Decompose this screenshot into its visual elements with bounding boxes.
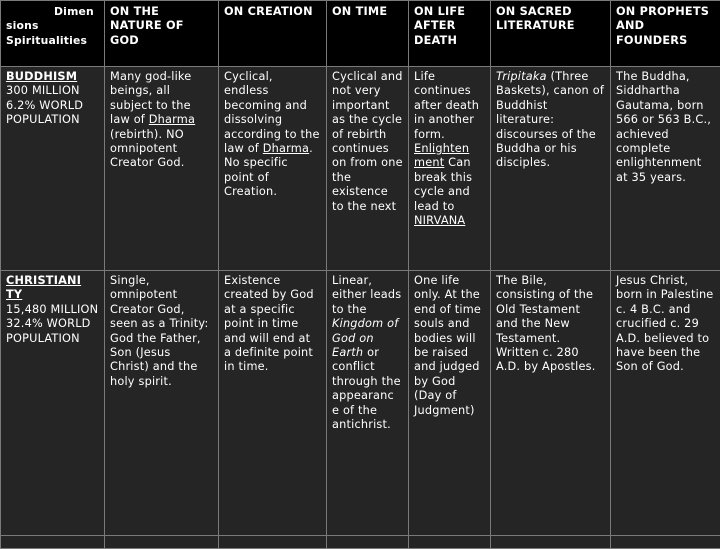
christianity-time-text: Linear, either leads to the	[332, 274, 401, 316]
christianity-stats: 15,480 MILLION 32.4% WORLD POPULATION	[6, 303, 98, 345]
buddhism-afterlife-text: Life continues after death in another fo…	[414, 70, 479, 141]
dimensions-header-cell: Dimen sions Spiritualities	[1, 1, 105, 67]
buddhism-afterlife-cell: Life continues after death in another fo…	[409, 67, 491, 271]
buddhism-nature-text-end: (rebirth). NO omnipotent Creator God.	[110, 128, 185, 170]
empty-cell	[219, 536, 327, 549]
christianity-literature-cell: The Bile, consisting of the Old Testamen…	[491, 271, 611, 536]
buddhism-nature-cell: Many god-like beings, all subject to the…	[105, 67, 219, 271]
empty-cell	[409, 536, 491, 549]
dharma-link[interactable]: Dharma	[149, 113, 195, 126]
buddhism-literature-cell: Tripitaka (Three Baskets), canon of Budd…	[491, 67, 611, 271]
christianity-name: CHRISTIANI TY	[6, 274, 99, 303]
table-row-christianity: CHRISTIANI TY 15,480 MILLION 32.4% WORLD…	[1, 271, 720, 536]
christianity-prophets-cell: Jesus Christ, born in Palestine c. 4 B.C…	[611, 271, 720, 536]
header-row: Dimen sions Spiritualities ON THE NATURE…	[1, 1, 720, 67]
christianity-nature-cell: Single, omnipotent Creator God, seen as …	[105, 271, 219, 536]
table-row-buddhism: BUDDHISM 300 MILLION 6.2% WORLD POPULATI…	[1, 67, 720, 271]
empty-cell	[611, 536, 720, 549]
buddhism-name-cell: BUDDHISM 300 MILLION 6.2% WORLD POPULATI…	[1, 67, 105, 271]
header-life-after-death: ON LIFE AFTER DEATH	[409, 1, 491, 67]
buddhism-name: BUDDHISM	[6, 70, 99, 84]
empty-cell	[1, 536, 105, 549]
nirvana-link[interactable]: NIRVANA	[414, 214, 465, 227]
christianity-time-cell: Linear, either leads to the Kingdom of G…	[327, 271, 409, 536]
empty-cell	[105, 536, 219, 549]
empty-cell	[327, 536, 409, 549]
buddhism-time-cell: Cyclical and not very important as the c…	[327, 67, 409, 271]
dimensions-header-line3: Spiritualities	[6, 34, 99, 48]
tripitaka-title: Tripitaka	[496, 70, 547, 83]
header-nature-of-god: ON THE NATURE OF GOD	[105, 1, 219, 67]
dimensions-header-line2: sions	[6, 19, 99, 33]
header-time: ON TIME	[327, 1, 409, 67]
header-creation: ON CREATION	[219, 1, 327, 67]
christianity-creation-cell: Existence created by God at a specific p…	[219, 271, 327, 536]
header-sacred-literature: ON SACRED LITERATURE	[491, 1, 611, 67]
dharma-link-creation[interactable]: Dharma	[263, 142, 309, 155]
buddhism-creation-cell: Cyclical, endless becoming and dissolvin…	[219, 67, 327, 271]
empty-cell	[491, 536, 611, 549]
christianity-afterlife-cell: One life only. At the end of time souls …	[409, 271, 491, 536]
buddhism-prophets-cell: The Buddha, Siddhartha Gautama, born 566…	[611, 67, 720, 271]
header-prophets-founders: ON PROPHETS AND FOUNDERS	[611, 1, 720, 67]
buddhism-literature-text: (Three Baskets), canon of Buddhist liter…	[496, 70, 604, 169]
christianity-name-cell: CHRISTIANI TY 15,480 MILLION 32.4% WORLD…	[1, 271, 105, 536]
buddhism-stats: 300 MILLION 6.2% WORLD POPULATION	[6, 84, 83, 126]
dimensions-header-line1: Dimen	[6, 5, 99, 19]
table-row-empty	[1, 536, 720, 549]
